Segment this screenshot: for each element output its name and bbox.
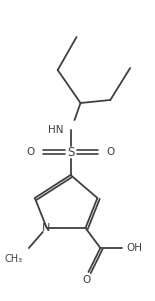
Text: N: N (42, 223, 50, 233)
Text: O: O (82, 275, 91, 285)
Text: HN: HN (48, 125, 64, 135)
Text: O: O (27, 147, 35, 157)
Text: O: O (106, 147, 115, 157)
Text: CH₃: CH₃ (5, 254, 23, 264)
Text: OH: OH (126, 243, 142, 253)
Text: S: S (67, 145, 74, 159)
